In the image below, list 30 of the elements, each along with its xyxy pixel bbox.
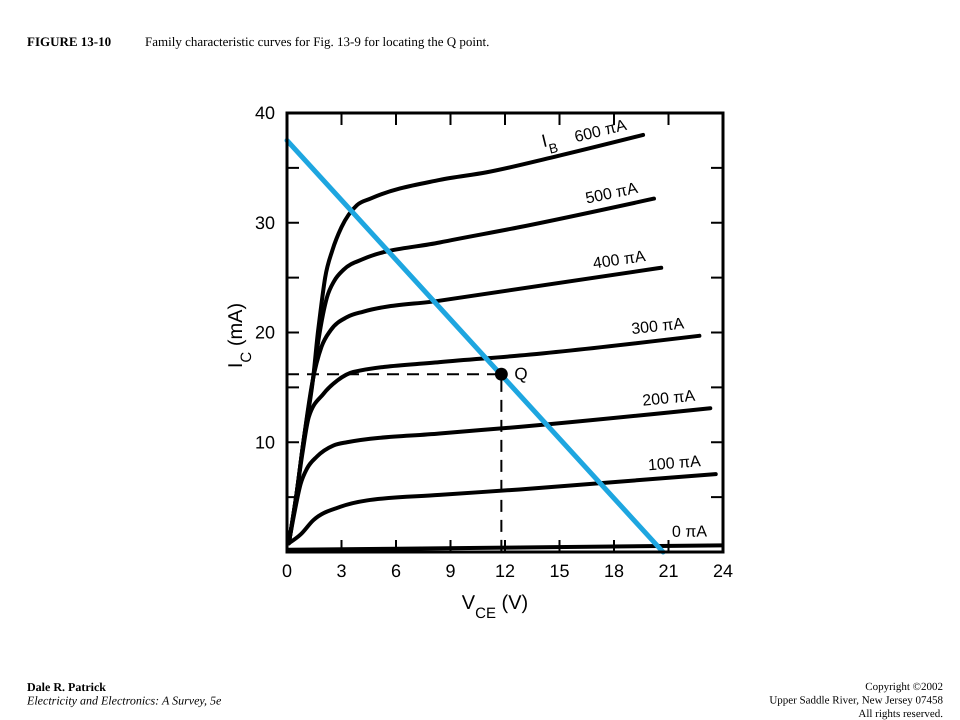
x-tick-label: 6: [390, 561, 402, 581]
x-tick-label: 15: [549, 561, 570, 581]
text: Electricity and Electronics: A Survey, 5e: [26, 694, 222, 708]
y-tick-label: 20: [254, 322, 275, 342]
series-label: 100 πA: [647, 453, 702, 474]
series-label: Q: [514, 364, 528, 384]
text: 200 πA: [642, 388, 696, 410]
text: 500 πA: [584, 180, 640, 208]
text: FIGURE 13-10: [27, 34, 112, 49]
y-tick-label: 40: [254, 103, 275, 123]
x-tick-label: 21: [658, 561, 679, 581]
x-tick-label: 24: [712, 561, 734, 581]
text: Upper Saddle River, New Jersey 07458: [769, 694, 944, 706]
series-label: 0 πA: [672, 524, 708, 541]
x-tick-label: 9: [445, 561, 456, 581]
legend-title: I$_{B}$: [539, 130, 560, 156]
x-tick-label: 0: [282, 561, 292, 581]
text: 600 πA: [572, 116, 629, 146]
y-tick-label: 10: [254, 432, 275, 452]
x-tick-label: 3: [336, 561, 347, 581]
text: Copyright ©2002: [865, 681, 943, 693]
text: 400 πA: [592, 248, 647, 273]
text: All rights reserved.: [858, 708, 944, 720]
y-tick-label: 30: [254, 212, 275, 233]
x-tick-label: 12: [494, 561, 516, 581]
text: Dale R. Patrick: [27, 680, 106, 694]
x-axis-title: V$_{CE}$ (V): [462, 592, 528, 622]
chart-subtitle: Family characteristic curves for Fig. 13-9 for locating the Q point.: [145, 34, 490, 49]
x-tick-label: 18: [604, 561, 624, 581]
legend-label: 300 πA: [630, 315, 686, 338]
